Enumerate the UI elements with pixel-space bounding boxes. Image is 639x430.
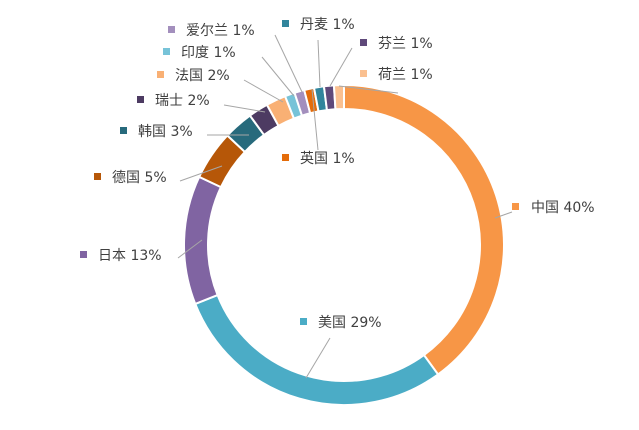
- leader-line-6: [223, 104, 266, 113]
- slice-label-10: 英国 1%: [300, 150, 355, 167]
- donut-slices: [183, 83, 505, 406]
- label-marker-6: [137, 96, 144, 103]
- leader-line-2: [305, 337, 331, 379]
- label-marker-1: [512, 203, 519, 210]
- leader-line-1: [494, 211, 513, 219]
- leader-line-3: [177, 239, 203, 259]
- slice-label-5: 韩国 3%: [138, 124, 193, 140]
- leader-line-13: [338, 85, 399, 94]
- leader-line-12: [329, 47, 353, 87]
- label-marker-8: [163, 48, 170, 55]
- slice-3: [183, 175, 223, 306]
- slice-label-1: 中国 40%: [531, 200, 595, 216]
- label-marker-9: [168, 26, 175, 33]
- leader-line-10: [311, 88, 319, 151]
- slice-label-12: 芬兰 1%: [378, 36, 433, 52]
- slice-label-4: 德国 5%: [112, 170, 167, 186]
- slice-1: [343, 83, 505, 376]
- label-marker-4: [94, 173, 101, 180]
- slice-label-2: 美国 29%: [318, 315, 382, 331]
- leader-line-11: [317, 39, 321, 88]
- slice-13: [332, 83, 345, 111]
- label-marker-2: [300, 318, 307, 325]
- slice-labels: 中国 40% 美国 29% 日本 13% 德国 5% 韩国 3% 瑞士 2% 法国 2% 印度…: [80, 17, 595, 331]
- leader-line-4: [179, 165, 223, 182]
- label-marker-13: [360, 70, 367, 77]
- label-marker-5: [120, 127, 127, 134]
- label-marker-10: [282, 154, 289, 161]
- slice-label-8: 印度 1%: [181, 45, 236, 61]
- label-marker-7: [157, 71, 164, 78]
- leader-lines: [177, 34, 513, 379]
- label-marker-11: [282, 20, 289, 27]
- slice-label-7: 法国 2%: [175, 68, 230, 84]
- label-marker-3: [80, 251, 87, 258]
- slice-label-6: 瑞士 2%: [155, 93, 210, 109]
- slice-label-13: 荷兰 1%: [378, 67, 433, 83]
- slice-label-9: 爱尔兰 1%: [186, 23, 255, 39]
- leader-line-9: [274, 34, 303, 93]
- slice-2: [193, 293, 440, 406]
- label-marker-12: [360, 39, 367, 46]
- leader-line-7: [243, 79, 284, 103]
- slice-label-11: 丹麦 1%: [300, 17, 355, 33]
- slice-label-3: 日本 13%: [98, 248, 162, 264]
- leader-line-8: [261, 56, 295, 97]
